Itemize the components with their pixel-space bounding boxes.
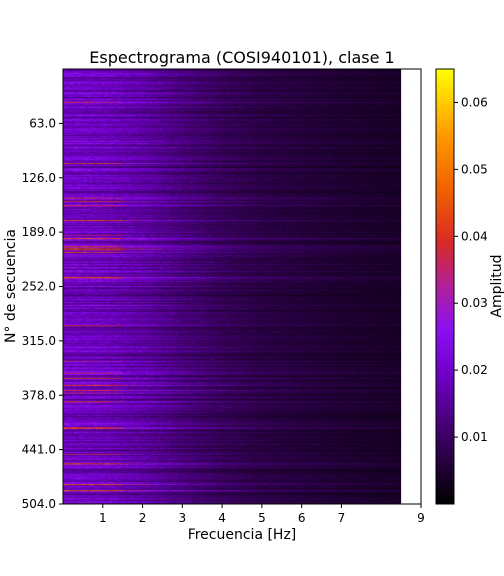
x-tick-label: 6 — [298, 511, 306, 525]
colorbar-tick-label: 0.03 — [461, 296, 488, 310]
colorbar-tick-label: 0.06 — [461, 95, 488, 109]
y-tick-label: 63.0 — [29, 116, 56, 130]
colorbar-ticks: 0.01 0.02 0.03 0.04 0.05 0.06 — [454, 95, 488, 444]
y-tick-label: 441.0 — [22, 443, 56, 457]
colorbar-tick-label: 0.01 — [461, 430, 488, 444]
colorbar: 0.01 0.02 0.03 0.04 0.05 0.06 Amplitud — [435, 68, 504, 505]
colorbar-gradient — [435, 68, 455, 505]
x-tick-label: 5 — [258, 511, 266, 525]
x-axis: 1 2 3 4 5 6 7 9 — [99, 504, 425, 525]
colorbar-tick-label: 0.02 — [461, 363, 488, 377]
x-tick-label: 7 — [338, 511, 346, 525]
chart-title: Espectrograma (COSI940101), clase 1 — [89, 48, 394, 67]
x-tick-label: 3 — [179, 511, 187, 525]
y-tick-label: 126.0 — [22, 171, 56, 185]
x-tick-label: 2 — [139, 511, 147, 525]
y-tick-label: 252.0 — [22, 280, 56, 294]
y-tick-label: 315.0 — [22, 334, 56, 348]
colorbar-tick-label: 0.05 — [461, 162, 488, 176]
y-tick-label: 378.0 — [22, 388, 56, 402]
y-tick-label: 189.0 — [22, 225, 56, 239]
y-tick-label: 504.0 — [22, 497, 56, 511]
x-tick-label: 9 — [417, 511, 425, 525]
heatmap-image — [63, 69, 402, 504]
heatmap-area — [62, 68, 422, 505]
x-tick-label: 4 — [218, 511, 226, 525]
y-axis-label: N° de secuencia — [3, 229, 19, 343]
colorbar-tick-label: 0.04 — [461, 229, 488, 243]
x-tick-label: 1 — [99, 511, 107, 525]
y-axis: 63.0 126.0 189.0 252.0 315.0 378.0 441.0 504.0 — [22, 116, 63, 511]
x-axis-label: Frecuencia [Hz] — [188, 527, 297, 543]
colorbar-label: Amplitud — [489, 254, 504, 317]
